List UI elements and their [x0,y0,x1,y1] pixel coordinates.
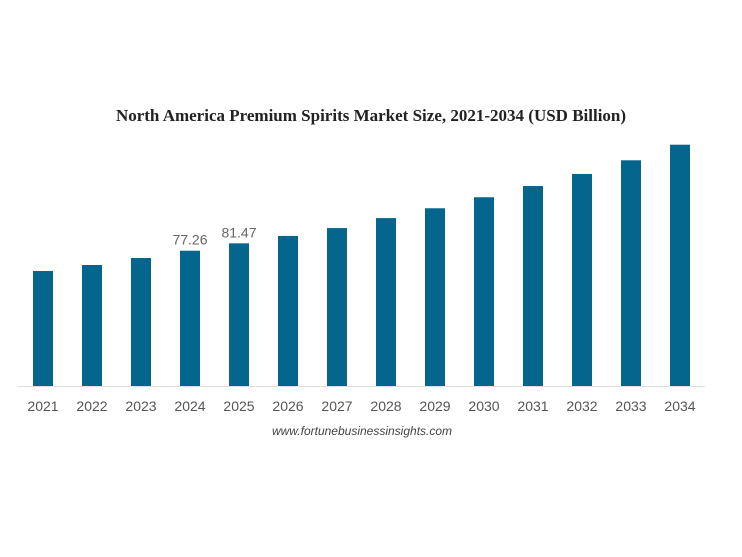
data-label: 81.47 [221,224,256,240]
bar-2032 [572,173,592,386]
x-tick-label: 2032 [566,398,597,414]
chart-title: North America Premium Spirits Market Siz… [115,106,627,125]
x-tick-label: 2033 [615,398,646,414]
x-tick-label: 2034 [664,398,695,414]
bar-2027 [327,228,347,386]
bar-2034 [670,144,690,386]
bar-2026 [278,235,298,386]
x-tick-label: 2028 [370,398,401,414]
x-tick-label: 2023 [125,398,156,414]
bar-2033 [621,160,641,386]
source-text: www.fortunebusinessinsights.com [271,424,453,438]
x-tick-label: 2031 [517,398,548,414]
x-tick-label: 2021 [27,398,58,414]
x-tick-label: 2025 [223,398,254,414]
bar-2029 [425,208,445,386]
bar-2023 [131,258,151,386]
x-tick-label: 2022 [76,398,107,414]
data-label: 77.26 [172,232,207,248]
bar-2028 [376,218,396,386]
x-tick-label: 2027 [321,398,352,414]
bar-2030 [474,197,494,386]
x-tick-label: 2024 [174,398,205,414]
bar-2021 [33,270,53,386]
bar-2031 [523,186,543,386]
x-tick-label: 2029 [419,398,450,414]
bar-2024 [180,250,200,386]
bar-2022 [82,265,102,386]
x-tick-label: 2030 [468,398,499,414]
x-tick-label: 2026 [272,398,303,414]
bar-2025 [229,243,249,386]
